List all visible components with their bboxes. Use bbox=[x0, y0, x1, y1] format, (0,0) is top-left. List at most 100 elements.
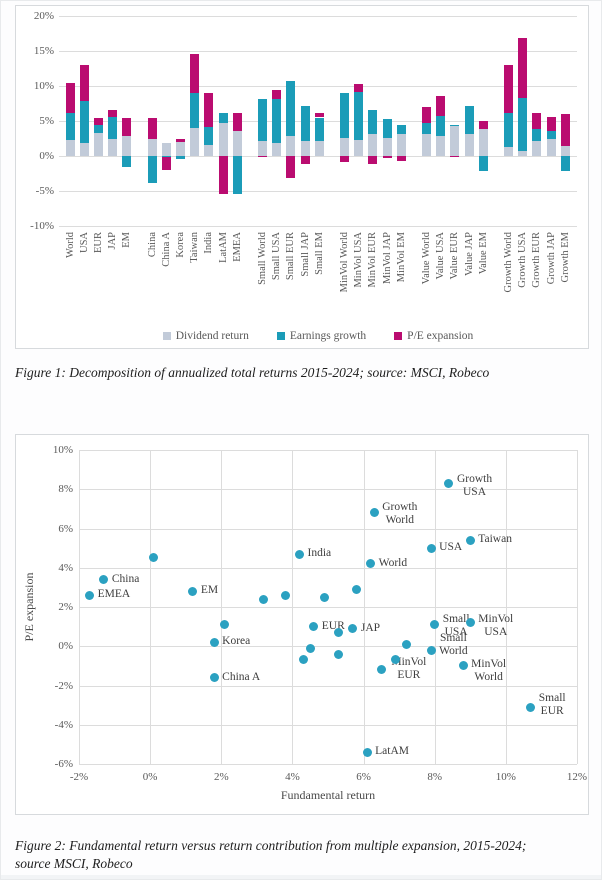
bar-segment bbox=[190, 53, 200, 93]
scatter-point bbox=[430, 620, 440, 630]
legend-swatch bbox=[162, 332, 171, 340]
y-axis-tick-label: 0% bbox=[39, 150, 54, 162]
category-label: Taiwan bbox=[189, 232, 201, 263]
gridline bbox=[79, 450, 577, 451]
scatter-point bbox=[362, 747, 372, 757]
bar-segment bbox=[464, 134, 474, 156]
scatter-point bbox=[369, 508, 379, 518]
scatter-point bbox=[465, 618, 475, 628]
bar-segment bbox=[436, 95, 446, 117]
bar-segment bbox=[368, 134, 378, 156]
bar-segment bbox=[79, 142, 89, 156]
category-label: EM bbox=[121, 232, 133, 248]
scatter-point bbox=[280, 590, 290, 600]
bar-segment bbox=[396, 125, 406, 135]
bar-segment bbox=[300, 106, 310, 141]
point-label: World bbox=[378, 556, 408, 569]
category-label: Small JAP bbox=[299, 232, 311, 277]
category-label: Small World bbox=[257, 232, 268, 285]
legend-swatch bbox=[394, 332, 403, 340]
bar-segment bbox=[232, 130, 242, 156]
scatter-point bbox=[295, 549, 305, 559]
bar-segment bbox=[396, 156, 406, 161]
scatter-point bbox=[305, 643, 315, 653]
point-label: China bbox=[111, 572, 140, 585]
bar-segment bbox=[272, 90, 282, 100]
legend-item: Earnings growth bbox=[276, 330, 367, 342]
point-label: Small USA bbox=[442, 612, 470, 638]
y-axis-tick-label: 15% bbox=[33, 45, 54, 57]
scatter-point bbox=[259, 594, 269, 604]
gridline bbox=[79, 489, 577, 491]
point-label: Small EUR bbox=[538, 692, 566, 718]
gridline bbox=[150, 450, 152, 764]
x-axis-tick-label: 10% bbox=[495, 771, 516, 783]
scatter-point bbox=[334, 649, 344, 659]
bar-segment bbox=[478, 129, 488, 156]
gridline bbox=[79, 567, 577, 569]
bar-segment bbox=[532, 112, 542, 130]
gridline bbox=[59, 86, 577, 87]
point-label: Small World bbox=[439, 632, 468, 658]
bar-segment bbox=[65, 139, 75, 156]
gridline bbox=[79, 724, 577, 726]
bar-segment bbox=[314, 140, 324, 156]
category-label: Small USA bbox=[271, 232, 283, 281]
bar-segment bbox=[518, 151, 528, 156]
scatter-point bbox=[319, 592, 329, 602]
bar-segment bbox=[108, 139, 118, 156]
bar-segment bbox=[147, 117, 157, 140]
category-label: Growth USA bbox=[517, 232, 529, 288]
bar-segment bbox=[422, 123, 431, 134]
bar-segment bbox=[147, 139, 157, 156]
bar-segment bbox=[422, 107, 431, 124]
bar-segment bbox=[354, 91, 364, 140]
gridline bbox=[59, 16, 577, 17]
bar-segment bbox=[314, 112, 324, 118]
bar-segment bbox=[204, 144, 214, 156]
y-axis-tick-label: 6% bbox=[58, 522, 73, 535]
y-axis-tick-label: -2% bbox=[54, 679, 73, 692]
bar-segment bbox=[368, 156, 378, 165]
bar-segment bbox=[272, 99, 282, 144]
category-label: MinVol EM bbox=[395, 232, 407, 283]
point-label: Taiwan bbox=[478, 533, 512, 546]
category-label: EMEA bbox=[231, 232, 243, 262]
x-axis-tick-label: 0% bbox=[142, 771, 158, 783]
bar-segment bbox=[504, 146, 513, 156]
bar-segment bbox=[436, 116, 446, 137]
scatter-point bbox=[426, 645, 436, 655]
bar-segment bbox=[161, 156, 171, 170]
category-label: Value EUR bbox=[449, 232, 461, 280]
gridline bbox=[292, 450, 294, 764]
legend-label: Dividend return bbox=[175, 330, 249, 342]
bar-segment bbox=[340, 93, 349, 138]
scatter-point bbox=[298, 655, 308, 665]
figure2-caption-line1: Figure 2: Fundamental return versus retu… bbox=[15, 838, 527, 853]
category-label: Growth EM bbox=[559, 232, 571, 283]
point-label: India bbox=[307, 547, 332, 559]
point-label: USA bbox=[439, 541, 463, 554]
bar-segment bbox=[232, 112, 242, 131]
bar-segment bbox=[504, 113, 513, 147]
bar-segment bbox=[65, 112, 75, 140]
bar-segment bbox=[532, 129, 542, 142]
x-axis-tick-label: -2% bbox=[69, 771, 89, 783]
bar-segment bbox=[65, 83, 75, 113]
scatter-point bbox=[351, 584, 361, 594]
bar-segment bbox=[79, 65, 89, 101]
figure2-caption: Figure 2: Fundamental return versus retu… bbox=[15, 837, 589, 873]
bar-segment bbox=[560, 114, 570, 147]
page-bottom-edge bbox=[1, 875, 601, 879]
bar-segment bbox=[450, 156, 460, 157]
bar-segment bbox=[94, 132, 103, 156]
bar-segment bbox=[161, 142, 171, 156]
bar-segment bbox=[176, 156, 185, 159]
category-label: China A bbox=[160, 232, 172, 267]
legend-label: Earnings growth bbox=[289, 330, 367, 342]
bar-segment bbox=[161, 156, 171, 157]
bar-segment bbox=[368, 109, 378, 135]
bar-segment bbox=[176, 139, 185, 142]
gridline bbox=[577, 450, 578, 764]
